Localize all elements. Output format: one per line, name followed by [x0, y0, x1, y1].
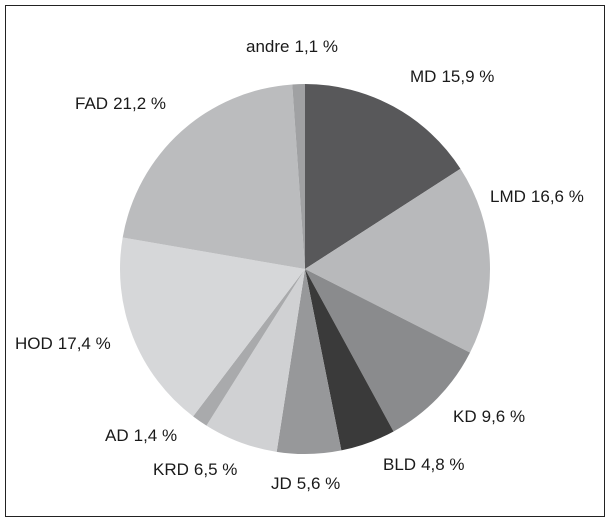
slice-label: LMD 16,6 %	[490, 187, 584, 206]
pie-slice	[305, 84, 461, 269]
slice-category: LMD	[490, 187, 526, 206]
slice-label: BLD 4,8 %	[383, 455, 465, 474]
pie-slice	[305, 168, 490, 353]
slice-label: MD 15,9 %	[410, 67, 494, 86]
pie-slice	[119, 237, 306, 417]
slice-category: AD	[105, 426, 129, 445]
slice-label: JD 5,6 %	[271, 474, 340, 493]
pie-slice	[122, 84, 305, 270]
slice-value: 1,4 %	[134, 426, 177, 445]
slice-label: HOD 17,4 %	[15, 334, 111, 353]
slice-label: FAD 21,2 %	[75, 94, 166, 113]
slice-category: KRD	[153, 460, 189, 479]
slice-value: 16,6 %	[531, 187, 584, 206]
slice-label: andre 1,1 %	[246, 37, 338, 56]
pie-slice	[292, 84, 305, 269]
pie-slice	[276, 269, 342, 455]
slice-category: HOD	[15, 334, 53, 353]
slice-category: MD	[410, 67, 436, 86]
slice-category: andre	[246, 37, 289, 56]
pie-slice	[193, 269, 305, 426]
slice-label: AD 1,4 %	[105, 426, 177, 445]
slice-value: 17,4 %	[58, 334, 111, 353]
slice-category: BLD	[383, 455, 416, 474]
slice-value: 4,8 %	[421, 455, 464, 474]
slice-value: 9,6 %	[482, 407, 525, 426]
pie-slice	[206, 269, 305, 452]
pie-slice	[305, 269, 394, 451]
slice-value: 1,1 %	[294, 37, 337, 56]
slice-value: 15,9 %	[441, 67, 494, 86]
slice-category: KD	[453, 407, 477, 426]
slice-category: FAD	[75, 94, 108, 113]
slice-label: KRD 6,5 %	[153, 460, 237, 479]
slice-label: KD 9,6 %	[453, 407, 525, 426]
slice-value: 5,6 %	[297, 474, 340, 493]
slice-value: 21,2 %	[113, 94, 166, 113]
pie-slice	[305, 269, 471, 432]
slice-value: 6,5 %	[194, 460, 237, 479]
slice-category: JD	[271, 474, 292, 493]
